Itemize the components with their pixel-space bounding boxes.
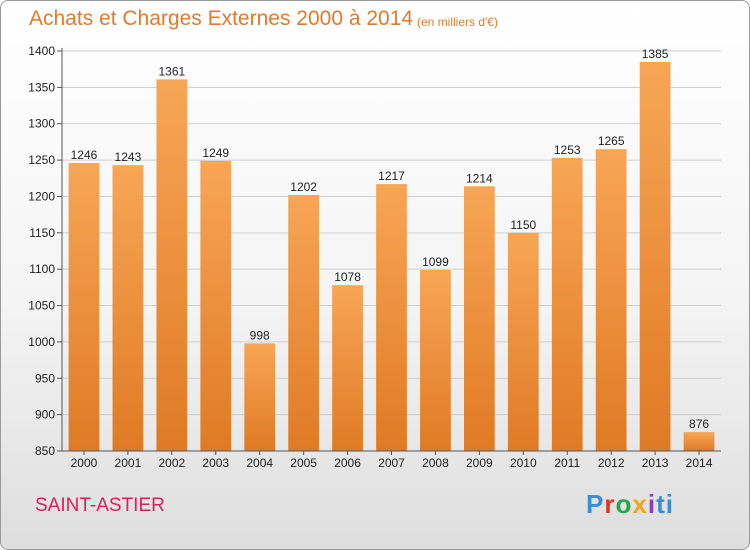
x-tick-label-2008: 2008 xyxy=(422,456,449,470)
y-tick-label: 1250 xyxy=(28,153,55,167)
y-tick-label: 1400 xyxy=(28,44,55,58)
x-tick-label-2005: 2005 xyxy=(290,456,317,470)
y-tick-label: 1150 xyxy=(29,226,55,240)
bar-2006 xyxy=(332,285,363,451)
value-label-2002: 1361 xyxy=(158,64,185,78)
commune-name: SAINT-ASTIER xyxy=(35,495,165,516)
y-tick-label: 1300 xyxy=(28,117,55,131)
x-tick-label-2013: 2013 xyxy=(642,456,669,470)
bar-2002 xyxy=(156,79,188,451)
labels: 850 900 950 1000 1050 1100 1150 1200 1250 1300 135… xyxy=(28,44,712,470)
x-tick-label-2001: 2001 xyxy=(115,456,142,470)
bar-2000 xyxy=(68,163,100,451)
bar-2014 xyxy=(683,432,715,451)
y-tick-label: 1050 xyxy=(28,299,55,313)
bar-2009 xyxy=(463,186,495,452)
value-label-2009: 1214 xyxy=(466,171,493,185)
bar-2001 xyxy=(112,165,144,451)
value-label-2008: 1099 xyxy=(422,255,449,269)
y-tick-label: 1000 xyxy=(28,335,55,349)
bar-2007 xyxy=(376,184,407,451)
x-tick-label-2004: 2004 xyxy=(246,456,273,470)
chart-subtitle: (en milliers d'€) xyxy=(417,15,498,29)
value-label-2006: 1078 xyxy=(334,270,361,284)
bar-2011 xyxy=(551,157,583,451)
bar-2013 xyxy=(639,61,671,452)
value-label-2013: 1385 xyxy=(642,47,669,61)
x-tick-label-2011: 2011 xyxy=(554,456,580,470)
value-label-2005: 1202 xyxy=(290,180,317,194)
value-label-2007: 1217 xyxy=(378,169,405,183)
x-tick-label-2002: 2002 xyxy=(158,456,185,470)
bar-2012 xyxy=(595,149,627,451)
value-label-2010: 1150 xyxy=(510,218,536,232)
x-tick-label-2003: 2003 xyxy=(202,456,229,470)
x-tick-label-2007: 2007 xyxy=(378,456,405,470)
chart-title: Achats et Charges Externes 2000 à 2014 xyxy=(29,7,414,30)
x-tick-label-2006: 2006 xyxy=(334,456,361,470)
x-tick-label-2010: 2010 xyxy=(510,456,537,470)
bar-2003 xyxy=(200,160,232,451)
y-tick-label: 950 xyxy=(35,371,55,385)
bar-2004 xyxy=(244,343,276,451)
bars xyxy=(68,61,715,452)
y-tick-label: 1100 xyxy=(29,262,55,276)
x-tick-label-2009: 2009 xyxy=(466,456,493,470)
proxiti-logo[interactable]: Proxiti xyxy=(586,489,674,519)
x-tick-label-2014: 2014 xyxy=(686,456,713,470)
value-label-2001: 1243 xyxy=(115,150,142,164)
y-tick-label: 850 xyxy=(35,444,55,458)
y-tick-label: 900 xyxy=(35,408,55,422)
y-tick-label: 1350 xyxy=(28,80,55,94)
bar-2005 xyxy=(288,195,320,451)
value-label-2012: 1265 xyxy=(598,134,625,148)
bar-2010 xyxy=(507,232,539,451)
x-tick-label-2012: 2012 xyxy=(598,456,625,470)
value-label-2011: 1253 xyxy=(554,143,581,157)
axes xyxy=(57,48,721,455)
value-label-2003: 1249 xyxy=(202,146,229,160)
value-label-2004: 998 xyxy=(250,328,270,342)
value-label-2000: 1246 xyxy=(71,148,98,162)
value-label-2014: 876 xyxy=(689,417,709,431)
y-tick-label: 1200 xyxy=(28,189,55,203)
x-tick-label-2000: 2000 xyxy=(71,456,98,470)
bar-2008 xyxy=(420,269,451,451)
